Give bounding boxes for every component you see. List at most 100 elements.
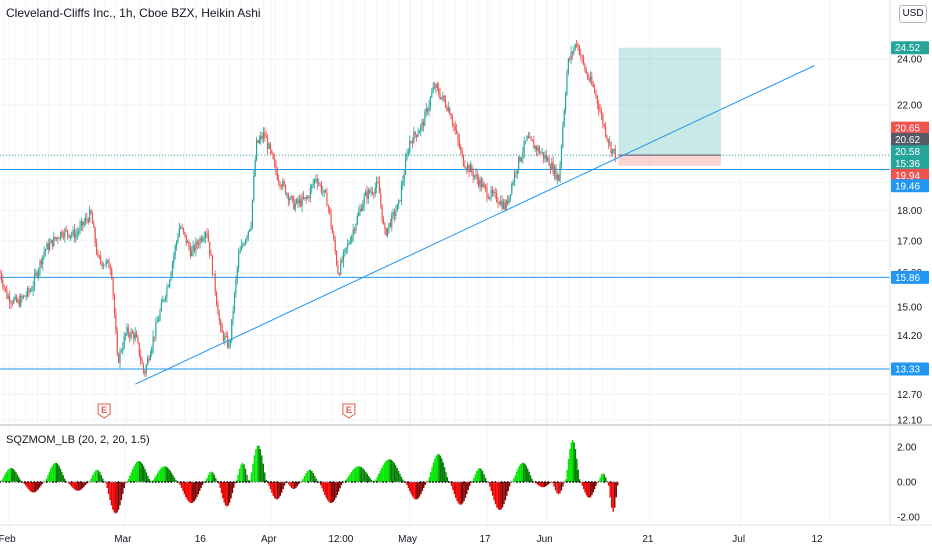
candle-body	[385, 228, 387, 236]
squeeze-dot	[136, 481, 138, 483]
candle-body	[584, 63, 586, 71]
squeeze-dot	[597, 481, 599, 483]
earnings-marker[interactable]: E	[342, 403, 356, 419]
squeeze-dot	[376, 481, 378, 483]
squeeze-dot	[503, 481, 506, 483]
candle-body	[475, 174, 477, 176]
candle-body	[233, 292, 236, 312]
candle-body	[39, 260, 41, 271]
candle-body	[207, 234, 209, 242]
squeeze-dot	[494, 481, 497, 483]
squeeze-dot	[478, 481, 481, 483]
candle-body	[66, 230, 69, 235]
candle-body	[563, 110, 565, 127]
squeeze-dot	[154, 481, 157, 483]
squeeze-dot	[510, 481, 512, 483]
candle-body	[58, 238, 60, 240]
squeeze-dot	[101, 481, 104, 483]
price-tag-bg	[891, 145, 929, 159]
candle-body	[4, 287, 7, 290]
horizontal-levels[interactable]	[0, 154, 890, 370]
squeeze-dot	[453, 481, 456, 483]
candle-body	[409, 141, 411, 152]
squeeze-dot	[21, 481, 23, 483]
squeeze-dot	[126, 481, 129, 483]
candle-body	[75, 234, 77, 239]
candle-body	[456, 130, 458, 133]
candle-body	[53, 236, 55, 247]
squeeze-dot	[606, 481, 609, 483]
squeeze-dot	[497, 481, 500, 483]
squeeze-dot	[338, 481, 341, 483]
candle-body	[109, 268, 111, 270]
squeeze-dot	[211, 481, 213, 483]
candle-body	[490, 190, 492, 198]
candle-body	[417, 133, 419, 137]
squeeze-dot	[435, 481, 437, 483]
earnings-badge	[342, 403, 356, 419]
candle-body	[562, 126, 564, 147]
candle-body	[335, 251, 338, 265]
price-tag-label: 19.46	[895, 181, 920, 192]
candle-body	[427, 108, 429, 112]
candle-body	[531, 139, 534, 142]
candle-body	[54, 236, 56, 239]
candle-body	[502, 202, 505, 209]
candle-body	[102, 265, 105, 267]
candle-body	[232, 311, 234, 320]
candle-body	[119, 351, 121, 363]
candle-body	[326, 192, 328, 206]
squeeze-dot	[273, 481, 275, 483]
squeeze-dot	[516, 481, 518, 483]
squeeze-dot	[195, 481, 198, 483]
candle-body	[178, 228, 180, 237]
squeeze-dot	[186, 481, 188, 483]
squeeze-dot	[444, 481, 447, 483]
earnings-label: E	[346, 405, 352, 415]
candle-body	[494, 192, 496, 193]
candle-body	[472, 171, 474, 177]
candle-body	[337, 264, 339, 274]
squeeze-dot	[491, 481, 493, 483]
candle-body	[305, 197, 307, 199]
squeeze-dot	[301, 481, 303, 483]
candle-body	[80, 221, 82, 226]
squeeze-dot	[422, 481, 425, 483]
candle-body	[464, 165, 466, 168]
candle-body	[195, 241, 197, 251]
squeeze-dot	[528, 481, 531, 483]
candle-body	[540, 152, 542, 154]
candle-body	[236, 267, 238, 280]
candle-body	[318, 183, 320, 185]
candle-body	[323, 189, 325, 192]
candle-body	[221, 327, 223, 333]
squeeze-dot	[584, 481, 587, 483]
candle-body	[389, 222, 391, 227]
candle-body	[28, 288, 30, 292]
long-position-tool[interactable]	[618, 47, 721, 166]
currency-button[interactable]: USD	[899, 5, 927, 23]
squeeze-dot	[201, 481, 204, 483]
candle-body	[370, 191, 372, 193]
candle-body	[400, 185, 403, 201]
candle-body	[14, 296, 16, 299]
squeeze-dot	[182, 481, 185, 483]
squeeze-dot	[332, 481, 335, 483]
earnings-marker[interactable]: E	[97, 403, 111, 419]
squeeze-dot	[335, 481, 338, 483]
candle-body	[18, 300, 20, 307]
candle-body	[254, 159, 256, 176]
trendline[interactable]	[135, 65, 815, 385]
candle-body	[449, 107, 451, 115]
squeeze-dot	[58, 481, 60, 483]
squeeze-dot	[351, 481, 353, 483]
candle-body	[536, 146, 538, 151]
candle-body	[432, 86, 434, 93]
candle-body	[518, 156, 520, 170]
candle-body	[607, 139, 609, 144]
squeeze-dot	[600, 481, 602, 483]
candle-body	[180, 227, 182, 229]
candle-body	[177, 236, 179, 242]
